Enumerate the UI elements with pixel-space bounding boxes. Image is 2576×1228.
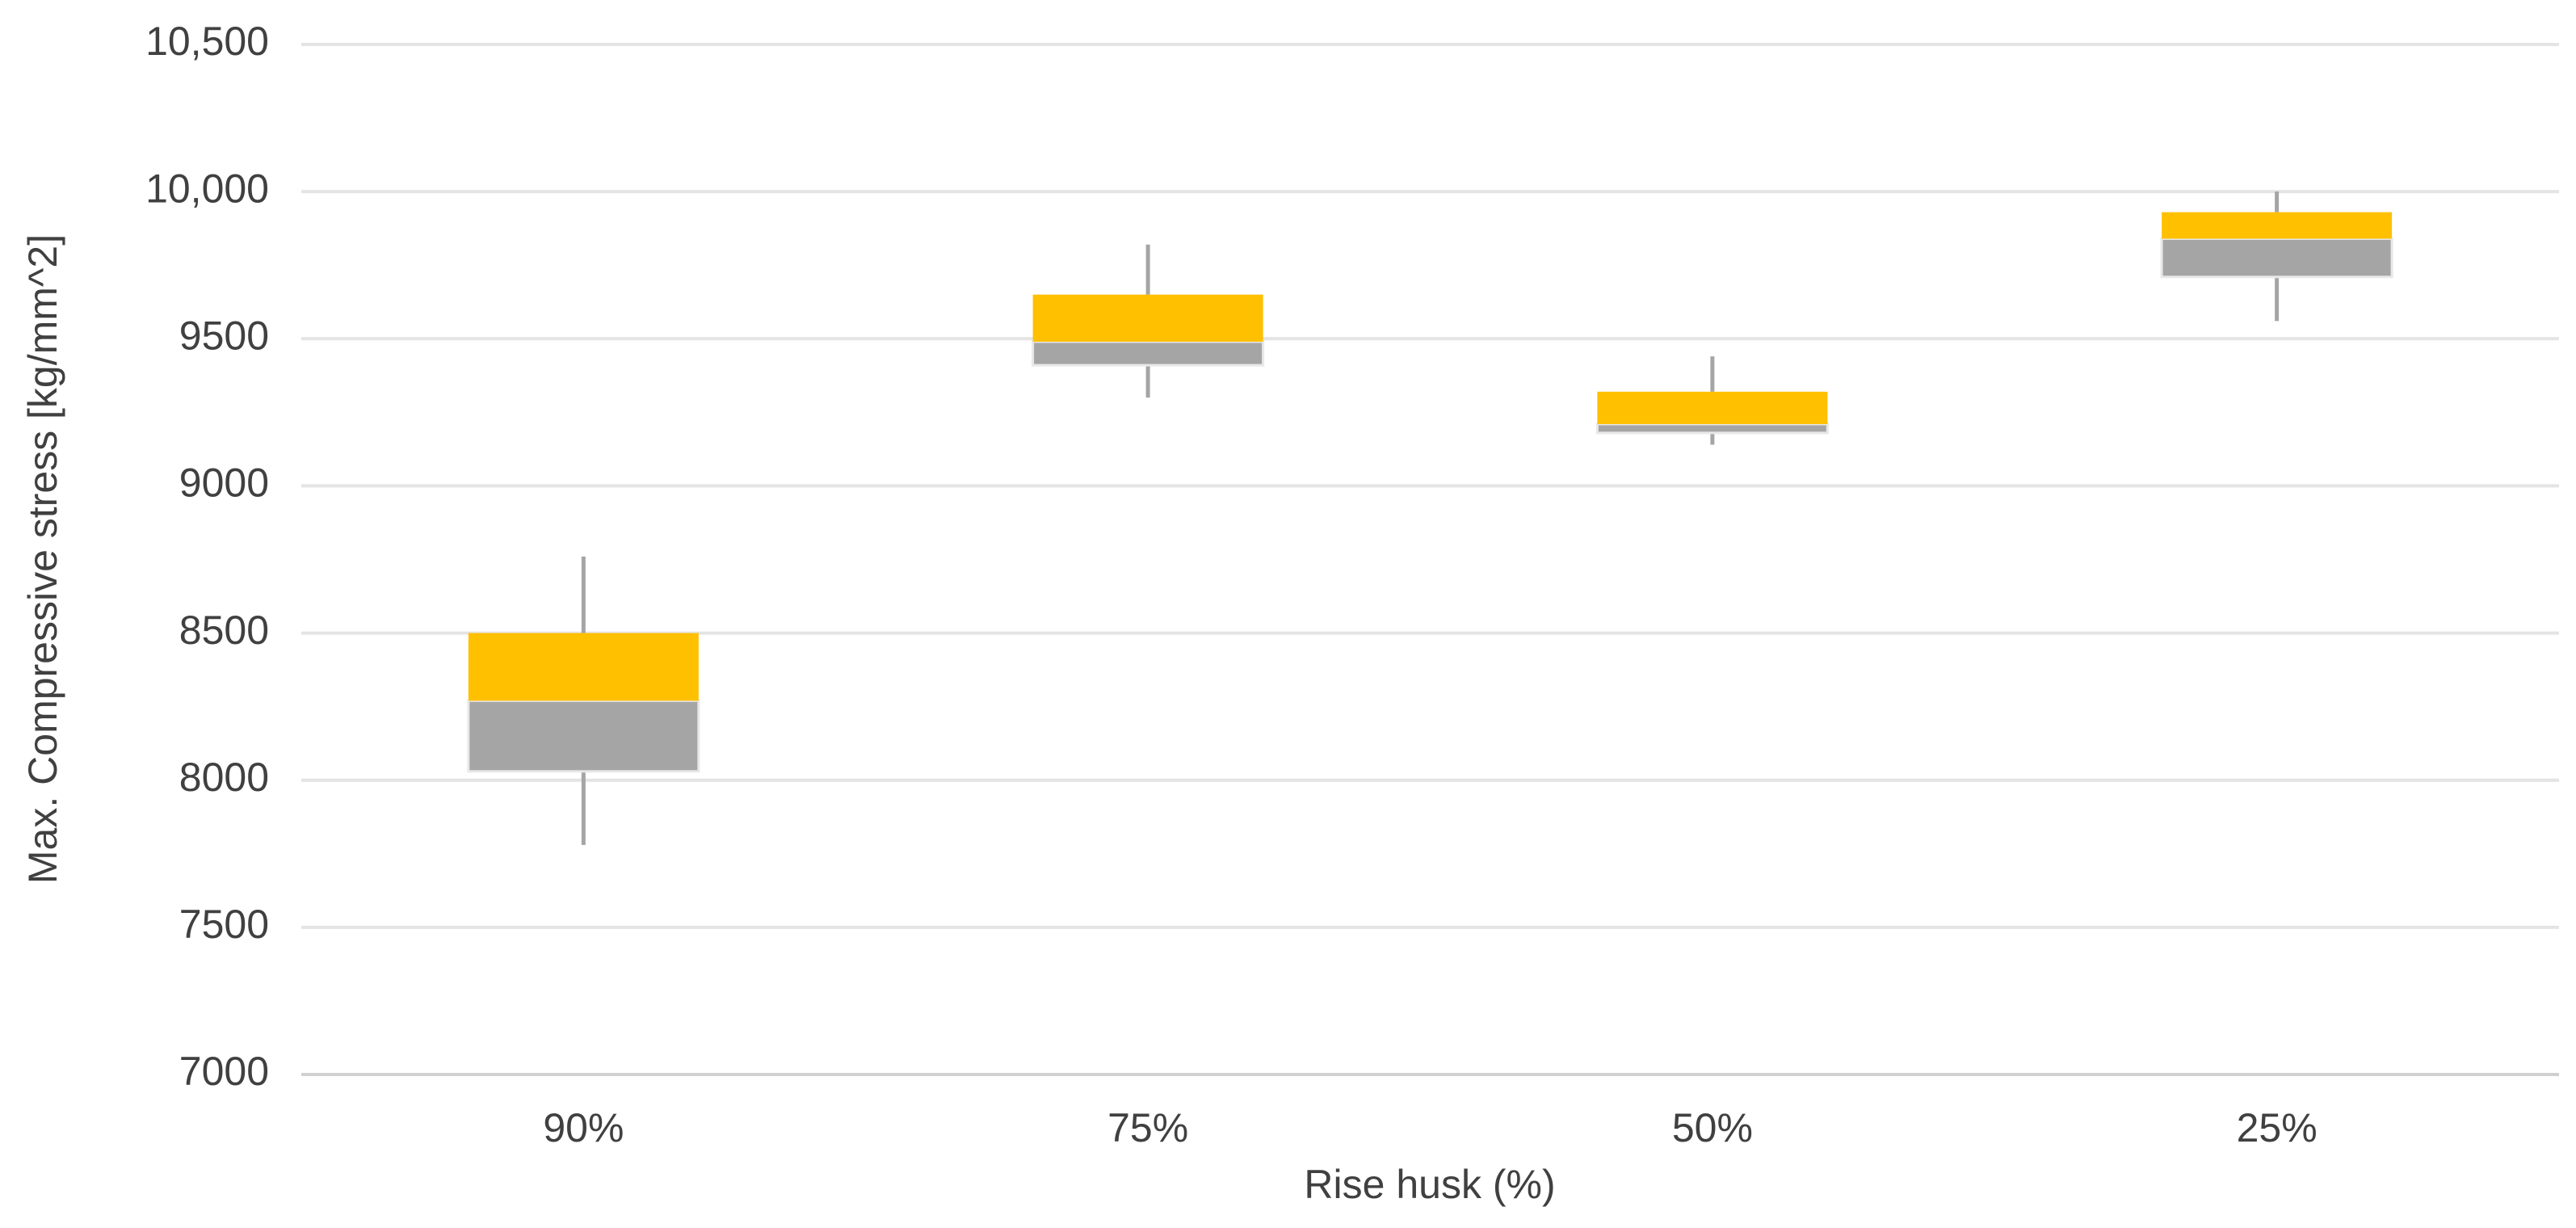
box-lower [1032, 340, 1265, 367]
box-upper [1032, 294, 1263, 342]
x-tick-label: 75% [1107, 1105, 1188, 1150]
box-lower [467, 699, 700, 773]
box-lower [2160, 237, 2393, 279]
y-tick-label: 9500 [179, 313, 269, 358]
y-tick-label: 7000 [179, 1049, 269, 1094]
y-tick-label: 10,500 [145, 19, 269, 64]
box-upper [1597, 391, 1828, 424]
y-tick-label: 8000 [179, 755, 269, 800]
y-tick-label: 10,000 [145, 166, 269, 211]
x-tick-label: 90% [543, 1105, 624, 1150]
y-tick-label: 8500 [179, 608, 269, 653]
x-tick-label: 50% [1672, 1105, 1753, 1150]
box-upper [468, 633, 699, 701]
y-tick-label: 9000 [179, 460, 269, 506]
box-lower [1595, 423, 1829, 435]
x-axis-title: Rise husk (%) [1304, 1162, 1555, 1207]
box-upper [2162, 212, 2393, 239]
x-tick-label: 25% [2237, 1105, 2318, 1150]
y-axis-title: Max. Compressive stress [kg/mm^2] [20, 234, 65, 884]
y-tick-label: 7500 [179, 902, 269, 947]
